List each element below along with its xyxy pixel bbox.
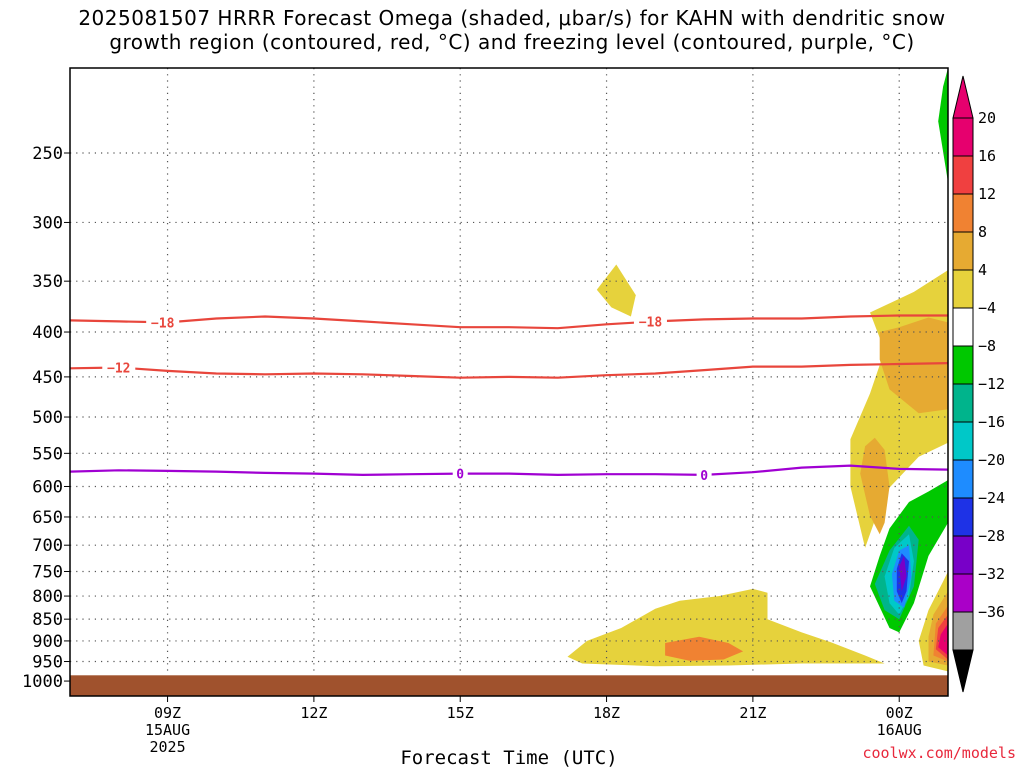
contour-label-bg-0-1 (696, 466, 712, 483)
credit-text: coolwx.com/models (862, 744, 1016, 762)
colorbar-label-5: −4 (978, 299, 996, 317)
colorbar-segment-8 (952, 421, 974, 461)
colorbar-segment-2 (952, 193, 974, 233)
colorbar-bottom-arrow (952, 649, 974, 693)
y-tick-label-1000: 1000 (22, 672, 63, 692)
y-tick-label-300: 300 (32, 213, 63, 233)
omega-region-2 (860, 437, 890, 535)
y-tick-label-850: 850 (32, 610, 63, 630)
x-tick-label-12Z-0: 12Z (300, 704, 327, 722)
y-tick-label-350: 350 (32, 272, 63, 292)
colorbar-segment-4 (952, 269, 974, 309)
y-tick-label-650: 650 (32, 508, 63, 528)
x-tick-label-09Z-2: 2025 (149, 738, 185, 756)
contour-label-bg-0-0 (452, 465, 468, 482)
chart-title-line1: 2025081507 HRRR Forecast Omega (shaded, … (78, 6, 946, 30)
colorbar-segment-12 (952, 573, 974, 613)
x-tick-label-00Z-1: 16AUG (877, 721, 922, 739)
omega-region-4 (567, 588, 885, 667)
plot-frame (69, 67, 949, 697)
colorbar-segment-3 (952, 231, 974, 271)
colorbar-label-1: 16 (978, 147, 996, 165)
colorbar-label-4: 4 (978, 261, 987, 279)
contour-label-bg--18-0 (146, 314, 180, 331)
x-tick-label-09Z-1: 15AUG (145, 721, 190, 739)
x-tick-label-00Z-0: 00Z (886, 704, 913, 722)
omega-region-12 (938, 68, 948, 183)
y-tick-label-700: 700 (32, 536, 63, 556)
colorbar-label-8: −16 (978, 413, 1005, 431)
omega-region-11 (899, 555, 907, 592)
contour-label-0-1: 0 (700, 469, 708, 484)
y-tick-label-250: 250 (32, 144, 63, 164)
colorbar-segment-6 (952, 345, 974, 385)
contour-label-bg--12-0 (102, 359, 136, 376)
colorbar-label-11: −28 (978, 527, 1005, 545)
y-tick-label-750: 750 (32, 562, 63, 582)
contour-label--18-1: −18 (639, 316, 663, 331)
y-tick-label-950: 950 (32, 653, 63, 673)
colorbar-label-10: −24 (978, 489, 1005, 507)
colorbar-label-9: −20 (978, 451, 1005, 469)
contour-line--18 (70, 314, 948, 330)
x-tick-label-09Z-0: 09Z (154, 704, 181, 722)
omega-region-18 (938, 623, 948, 656)
colorbar-segment-9 (952, 459, 974, 499)
contour-label-bg--18-1 (633, 313, 667, 330)
terrain-fill (70, 675, 948, 696)
contour-line--12 (70, 362, 948, 379)
colorbar-label-13: −36 (978, 603, 1005, 621)
x-axis-label: Forecast Time (UTC) (400, 747, 617, 768)
omega-region-1 (879, 317, 948, 414)
colorbar-segment-11 (952, 535, 974, 575)
colorbar-label-0: 20 (978, 109, 996, 127)
y-tick-label-900: 900 (32, 632, 63, 652)
contour-label-0-0: 0 (456, 468, 464, 483)
colorbar-segment-1 (952, 155, 974, 195)
colorbar-top-arrow (952, 75, 974, 119)
colorbar-label-3: 8 (978, 223, 987, 241)
y-tick-label-800: 800 (32, 587, 63, 607)
chart-title-line2: growth region (contoured, red, °C) and f… (109, 30, 915, 54)
colorbar-label-2: 12 (978, 185, 996, 203)
y-tick-label-550: 550 (32, 444, 63, 464)
colorbar-segment-7 (952, 383, 974, 423)
colorbar-label-6: −8 (978, 337, 996, 355)
colorbar-segment-0 (952, 117, 974, 157)
omega-region-3 (596, 264, 636, 317)
y-tick-label-450: 450 (32, 368, 63, 388)
plot-area: −18 −18 −12 0 0 (70, 68, 948, 696)
colorbar-segment-5 (952, 307, 974, 347)
contour-line-0 (70, 464, 948, 477)
y-tick-label-400: 400 (32, 323, 63, 343)
omega-region-5 (665, 636, 744, 661)
contour-label--12-0: −12 (107, 361, 130, 376)
contour-label--18-0: −18 (151, 316, 175, 331)
colorbar-label-7: −12 (978, 375, 1005, 393)
colorbar-segment-10 (952, 497, 974, 537)
x-tick-label-18Z-0: 18Z (593, 704, 620, 722)
y-tick-label-600: 600 (32, 477, 63, 497)
y-tick-label-500: 500 (32, 408, 63, 428)
colorbar-segment-13 (952, 611, 974, 651)
x-tick-label-21Z-0: 21Z (739, 704, 766, 722)
colorbar: 20 16 12 8 4 −4 −8 −12 −16 −20 −24 −28 −32 −36 (952, 75, 1005, 693)
x-tick-label-15Z-0: 15Z (447, 704, 474, 722)
colorbar-label-12: −32 (978, 565, 1005, 583)
